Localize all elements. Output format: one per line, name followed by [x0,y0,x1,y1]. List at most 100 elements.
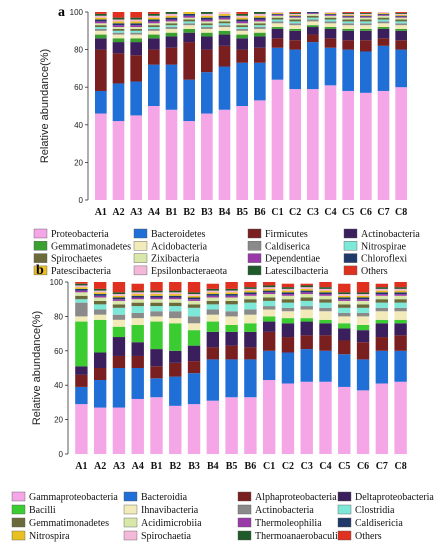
bar-segment [148,64,160,106]
bar-segment [150,290,163,293]
legend-item: Acidobacteria [133,241,208,252]
bar-segment [319,282,332,288]
bar-segment [225,300,238,305]
legend-label: Actinobacteria [361,229,420,240]
bar-segment [360,12,372,14]
bar-segment [165,32,178,37]
bar-segment [95,30,107,35]
bar-segment [169,292,182,295]
legend-swatch [123,517,138,528]
x-tick-label: C1 [271,207,283,218]
bar-segment [254,19,266,22]
bar-segment [395,40,407,50]
bar-segment [356,300,370,305]
bar-segment [360,14,372,16]
x-tick-label: A3 [113,461,125,472]
bar-segment [319,319,332,324]
x-tick-label: B6 [245,461,257,472]
bar-segment [187,404,201,454]
bar-segment [183,12,195,14]
bar-segment [131,297,144,300]
legend-label: Acidobacteria [151,241,208,252]
legend-item: Nitrospirae [343,241,407,252]
bar-segment [112,38,125,43]
bar-segment [218,19,231,22]
bar-segment [342,16,354,18]
bar-segment [254,25,266,28]
bar-segment [187,345,201,362]
bar-segment [75,287,88,289]
bar-segment [206,331,220,348]
bar-segment [169,311,182,319]
bar-segment [201,28,213,33]
legend-a: Proteobacteria Bacteroidetes Firmicutes Act… [33,228,420,277]
legend-swatch [11,491,26,502]
bar-segment [150,349,163,367]
bar-segment [319,381,332,454]
bar-segment [165,19,178,22]
bar-segment [236,62,248,106]
bar-segment [300,288,313,291]
x-tick-label: B5 [226,461,238,472]
legend-label: Caldisericia [355,518,403,529]
bar-segment [262,300,276,307]
bar-segment [131,302,144,307]
bar-segment [356,342,370,360]
bar-segment [377,21,390,24]
bar-segment [112,32,125,35]
x-tick-label: C7 [377,207,389,218]
bar-segment [112,295,126,298]
bar-segment [150,302,163,307]
panel-letter: b [36,263,44,278]
bar-segment [112,307,126,315]
x-tick-label: A1 [75,461,87,472]
bar-segment [289,16,301,18]
bar-segment [338,297,351,300]
legend-label: Spirochaetes [51,254,102,265]
bar-segment [148,28,160,31]
bar-segment [93,297,107,301]
bar-segment [377,13,390,15]
legend-label: Latescilbacteria [265,266,329,277]
bar-segment [93,292,107,295]
bar-segment [254,13,266,16]
bar-segment [338,340,351,355]
bar-segment [169,299,182,303]
bar-segment [148,30,160,35]
bar-segment [93,290,107,293]
legend-swatch [337,504,352,515]
bar-segment [131,355,144,368]
bar-segment [300,290,313,293]
bar-segment [244,282,257,288]
x-tick-label: A4 [132,461,144,472]
panel-letter: a [58,5,65,20]
bar-segment [394,302,407,308]
bar-segment [95,28,107,31]
legend-swatch [343,228,358,239]
bar-segment [262,287,276,289]
bar-segment [244,359,257,398]
bar-segment [254,15,266,18]
bar-segment [342,14,354,16]
bar-segment [356,316,370,325]
bar-segment [342,28,354,31]
bar-segment [236,12,248,14]
bar-segment [356,325,370,331]
bar-segment [93,282,107,289]
bar-segment [375,302,389,308]
bar-segment [300,292,313,295]
bar-segment [356,299,370,301]
legend-item: Zixibacteria [133,253,200,265]
bar-segment [95,12,107,14]
y-tick-label: 60 [74,83,83,92]
bar-segment [131,295,144,298]
bar-segment [338,307,351,313]
bar-segment [112,83,125,122]
bar-segment [360,19,372,22]
bar-segment [377,19,390,22]
bar-segment [148,27,160,29]
bar-segment [356,330,370,343]
bar-segment [324,17,337,20]
bar-segment [183,32,195,43]
bar-segment [356,282,370,293]
